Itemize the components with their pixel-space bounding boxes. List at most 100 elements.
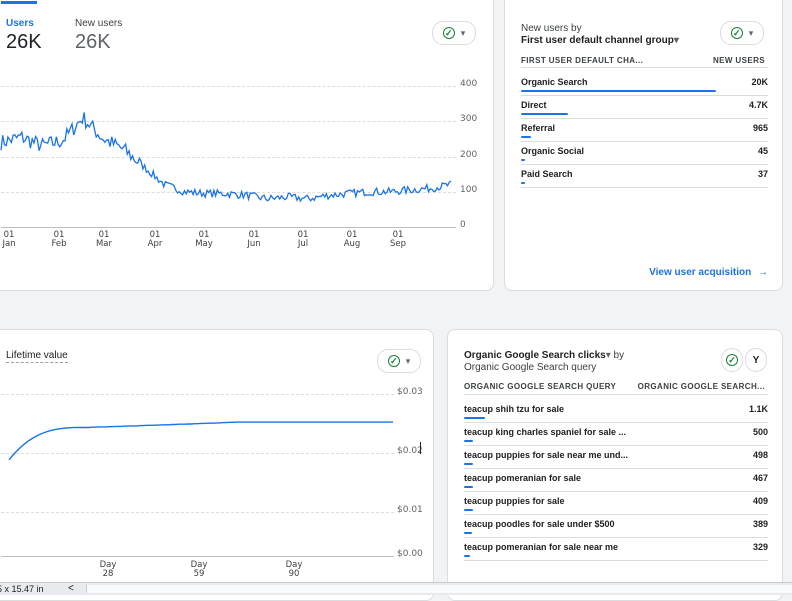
- x-tick-label: 01 Jul: [288, 231, 318, 249]
- x-tick-month: Mar: [95, 239, 113, 249]
- compare-status-button[interactable]: ✓ ▾: [432, 21, 476, 45]
- ltv-title[interactable]: Lifetime value: [6, 350, 68, 363]
- filter-button[interactable]: Y: [745, 348, 767, 372]
- row-value-bar: [464, 417, 486, 419]
- scroll-left-button[interactable]: <: [68, 583, 74, 594]
- dropdown-caret-icon: ▾: [673, 35, 679, 46]
- users-tab-indicator: [1, 1, 37, 4]
- row-value-bar: [521, 159, 525, 161]
- row-value-bar: [464, 463, 474, 465]
- users-label: Users: [6, 18, 34, 29]
- row-divider: [521, 118, 768, 119]
- x-tick-top: Day: [190, 560, 208, 570]
- x-tick-month: Sep: [389, 239, 407, 249]
- x-tick-month: Jun: [247, 239, 261, 249]
- x-tick-label: 01 May: [189, 231, 219, 249]
- row-divider: [521, 187, 768, 188]
- compare-status-button[interactable]: ✓: [721, 348, 743, 372]
- table-row[interactable]: Organic Social 45: [521, 142, 768, 165]
- table-row[interactable]: teacup poodles for sale under $500 389: [464, 515, 768, 538]
- x-tick-label: Day 28: [93, 561, 123, 579]
- y-tick-label: $0.03: [397, 387, 423, 397]
- x-tick-month: Aug: [343, 239, 361, 249]
- compare-status-button[interactable]: ✓ ▾: [720, 21, 764, 45]
- table-row[interactable]: teacup shih tzu for sale 1.1K: [464, 400, 768, 423]
- y-tick-label: 300: [460, 114, 478, 124]
- row-value: 45: [757, 146, 768, 156]
- x-tick-label: 01 Apr: [140, 231, 170, 249]
- gridline: [1, 121, 456, 123]
- row-label: teacup pomeranian for sale near me: [464, 542, 619, 552]
- row-value-bar: [464, 532, 472, 534]
- horizontal-scrollbar-track[interactable]: [86, 585, 792, 593]
- row-label: Direct: [521, 100, 547, 110]
- row-value: 467: [752, 473, 768, 483]
- view-user-acquisition-link[interactable]: View user acquisition →: [649, 267, 768, 278]
- check-circle-icon: ✓: [442, 27, 455, 39]
- dimension-selector[interactable]: First user default channel group▾: [521, 35, 679, 47]
- dropdown-caret-icon: ▾: [748, 27, 754, 38]
- metric-selector[interactable]: Organic Google Search clicks▾ by: [464, 350, 624, 362]
- row-divider: [464, 491, 768, 492]
- row-divider: [521, 95, 768, 96]
- ltv-line-chart: [8, 421, 393, 461]
- table-row[interactable]: teacup puppies for sale near me und... 49…: [464, 446, 768, 469]
- x-tick-label: 01 Aug: [337, 231, 367, 249]
- column-header-metric[interactable]: NEW USERS: [712, 56, 765, 65]
- gridline: [1, 86, 456, 88]
- row-value: 409: [752, 496, 768, 506]
- x-tick-day: 01: [53, 230, 65, 240]
- x-tick-bottom: 59: [193, 569, 205, 579]
- row-label: teacup king charles spaniel for sale ...: [464, 427, 627, 437]
- y-tick-label: $0.02: [397, 446, 423, 456]
- arrow-right-icon: →: [758, 267, 768, 278]
- new-users-metric[interactable]: New users 26K: [75, 18, 122, 54]
- row-value-bar: [464, 509, 474, 511]
- users-chart: 400 300 200 100 0 01 Jan 01 Feb 01 Mar 01 Apr 01 May 0…: [0, 0, 493, 290]
- channel-group-card: New users by First user default channel …: [504, 0, 783, 291]
- row-value: 500: [752, 427, 768, 437]
- row-value: 1.1K: [748, 404, 768, 414]
- x-tick-day: 01: [98, 230, 110, 240]
- row-value: 498: [752, 450, 768, 460]
- row-label: teacup puppies for sale: [464, 496, 565, 506]
- gridline: [1, 512, 394, 514]
- text-cursor: [420, 442, 421, 454]
- table-row[interactable]: Paid Search 37: [521, 165, 768, 188]
- table-row[interactable]: teacup king charles spaniel for sale ...…: [464, 423, 768, 446]
- x-tick-day: 01: [149, 230, 161, 240]
- view-user-acquisition-label: View user acquisition: [649, 267, 752, 278]
- table-row[interactable]: Direct 4.7K: [521, 96, 768, 119]
- table-row[interactable]: teacup pomeranian for sale near me 329: [464, 538, 768, 561]
- compare-status-button[interactable]: ✓ ▾: [377, 349, 421, 373]
- table-row[interactable]: Organic Search 20K: [521, 73, 768, 96]
- dimension-selector[interactable]: Organic Google Search query: [464, 362, 597, 373]
- channel-table: Organic Search 20K Direct 4.7K Referral 965 Or…: [505, 73, 782, 203]
- row-divider: [464, 560, 768, 561]
- header-divider: [521, 67, 768, 68]
- x-tick-day: 01: [392, 230, 404, 240]
- dimension-selector-label: First user default channel group: [521, 35, 674, 46]
- title-by: by: [613, 350, 625, 361]
- new-users-value: 26K: [75, 31, 111, 53]
- column-header-dimension: FIRST USER DEFAULT CHA...: [521, 56, 644, 65]
- x-tick-day: 01: [297, 230, 309, 240]
- row-value: 20K: [751, 77, 768, 87]
- table-row[interactable]: teacup puppies for sale 409: [464, 492, 768, 515]
- column-header-metric[interactable]: ORGANIC GOOGLE SEARCH...: [637, 382, 765, 391]
- row-label: teacup pomeranian for sale: [464, 473, 582, 483]
- check-circle-icon: ✓: [726, 354, 738, 366]
- row-divider: [464, 468, 768, 469]
- card-title: Organic Google Search clicks▾ by Organic…: [464, 350, 624, 374]
- y-tick-label: $0.01: [397, 505, 423, 515]
- x-tick-label: Day 59: [184, 561, 214, 579]
- users-metric[interactable]: Users 26K: [6, 18, 42, 54]
- row-value-bar: [521, 182, 525, 184]
- page-size-text: 5 x 15.47 in: [0, 584, 44, 594]
- y-tick-label: 200: [460, 150, 478, 160]
- table-row[interactable]: teacup pomeranian for sale 467: [464, 469, 768, 492]
- table-row[interactable]: Referral 965: [521, 119, 768, 142]
- ltv-series-line: [8, 421, 393, 461]
- x-axis-line: [1, 227, 456, 228]
- row-divider: [521, 141, 768, 142]
